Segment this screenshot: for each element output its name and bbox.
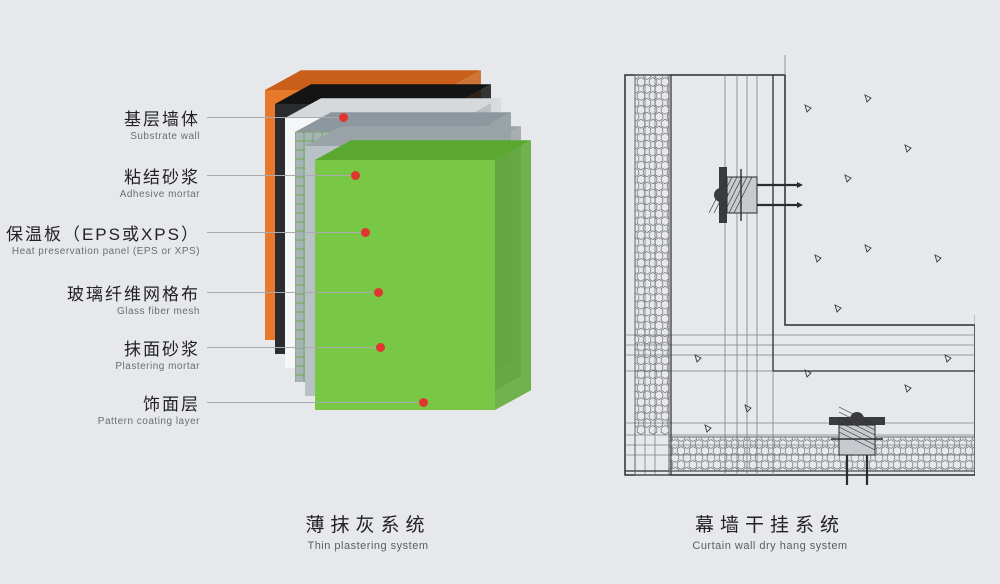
label-en: Adhesive mortar <box>0 189 200 200</box>
leader-dot <box>374 288 383 297</box>
label-coating: 饰面层Pattern coating layer <box>0 390 200 427</box>
left-caption-cn: 薄抹灰系统 <box>238 510 498 537</box>
label-en: Heat preservation panel (EPS or XPS) <box>0 246 200 257</box>
left-caption: 薄抹灰系统 Thin plastering system <box>238 510 498 552</box>
left-caption-en: Thin plastering system <box>238 540 498 552</box>
right-caption-en: Curtain wall dry hang system <box>640 540 900 552</box>
label-cn: 玻璃纤维网格布 <box>0 280 200 305</box>
leader-line <box>207 402 423 403</box>
leader-line <box>207 117 343 118</box>
label-panel: 保温板（EPS或XPS）Heat preservation panel (EPS… <box>0 220 200 257</box>
leader-dot <box>361 228 370 237</box>
label-en: Substrate wall <box>0 131 200 142</box>
leader-dot <box>351 171 360 180</box>
label-cn: 粘结砂浆 <box>0 163 200 188</box>
right-caption-cn: 幕墙干挂系统 <box>640 510 900 537</box>
label-mesh: 玻璃纤维网格布Glass fiber mesh <box>0 280 200 317</box>
label-substrate: 基层墙体Substrate wall <box>0 105 200 142</box>
label-en: Plastering mortar <box>0 361 200 372</box>
leader-line <box>207 175 355 176</box>
leader-line <box>207 232 365 233</box>
label-cn: 基层墙体 <box>0 105 200 130</box>
label-cn: 饰面层 <box>0 390 200 415</box>
label-cn: 保温板（EPS或XPS） <box>0 220 200 245</box>
label-en: Glass fiber mesh <box>0 306 200 317</box>
page: 基层墙体Substrate wall 粘结砂浆Adhesive mortar 保温板… <box>0 0 1000 584</box>
leader-line <box>207 347 380 348</box>
label-plaster: 抹面砂浆Plastering mortar <box>0 335 200 372</box>
leader-line <box>207 292 378 293</box>
label-en: Pattern coating layer <box>0 416 200 427</box>
right-diagram-svg <box>605 55 975 485</box>
label-adhesive: 粘结砂浆Adhesive mortar <box>0 163 200 200</box>
leader-dot <box>339 113 348 122</box>
right-caption: 幕墙干挂系统 Curtain wall dry hang system <box>640 510 900 552</box>
leader-dot <box>376 343 385 352</box>
label-cn: 抹面砂浆 <box>0 335 200 360</box>
leader-dot <box>419 398 428 407</box>
left-diagram-svg <box>255 50 585 470</box>
